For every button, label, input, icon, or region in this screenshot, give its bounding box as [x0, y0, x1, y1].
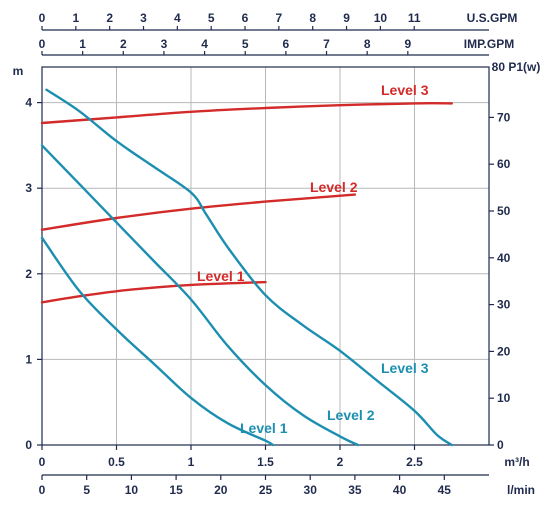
lmin-tick-label-7: 35	[348, 483, 362, 497]
power-curve-level-2	[40, 193, 357, 231]
power-curve-level-3	[40, 102, 453, 125]
impgpm-tick-label-0: 0	[39, 37, 46, 51]
impgpm-tick-label-4: 4	[201, 37, 208, 51]
power-level-3-label: Level 3	[381, 82, 429, 98]
power-tick-label-2: 20	[497, 344, 511, 358]
m3h-tick-label-1: 0.5	[108, 455, 125, 469]
lmin-tick-label-8: 40	[393, 483, 407, 497]
impgpm-tick-label-9: 9	[404, 37, 411, 51]
m3h-tick-label-2: 1	[188, 455, 195, 469]
m3h-tick-label-3: 1.5	[257, 455, 274, 469]
usgpm-tick-label-8: 8	[309, 11, 316, 25]
head-curve-level-3	[45, 88, 453, 447]
impgpm-tick-label-6: 6	[283, 37, 290, 51]
usgpm-tick-label-10: 10	[374, 11, 388, 25]
head-level-1-label: Level 1	[240, 420, 288, 436]
usgpm-tick-label-1: 1	[72, 11, 79, 25]
power-tick-label-7: 70	[497, 110, 511, 124]
grid-lines	[42, 67, 489, 445]
power-tick-label-0: 0	[497, 438, 504, 452]
power-level-2-label: Level 2	[310, 179, 358, 195]
head-curves	[40, 88, 453, 447]
lmin-tick-label-4: 20	[214, 483, 228, 497]
usgpm-tick-label-6: 6	[242, 11, 249, 25]
power-curve-level-1	[40, 280, 267, 304]
head-tick-label-0: 0	[25, 438, 32, 452]
x-axis-lmin-unit: l/min	[507, 483, 535, 497]
m3h-tick-label-4: 2	[337, 455, 344, 469]
head-curve-level-1	[40, 236, 275, 447]
usgpm-tick-label-11: 11	[408, 11, 421, 25]
m3h-tick-label-5: 2.5	[406, 455, 423, 469]
head-level-2-label: Level 2	[327, 407, 375, 423]
power-tick-label-5: 50	[497, 204, 511, 218]
lmin-tick-label-0: 0	[39, 483, 46, 497]
lmin-tick-label-2: 10	[125, 483, 139, 497]
power-tick-label-4: 40	[497, 251, 511, 265]
impgpm-tick-label-3: 3	[161, 37, 168, 51]
power-tick-label-3: 30	[497, 298, 511, 312]
x-axis-usgpm-ticks: 0 1 2 3 4 5 6 7 8 9 10 11	[39, 11, 421, 30]
power-level-1-label: Level 1	[197, 268, 245, 284]
power-curves	[40, 102, 453, 304]
lmin-tick-label-5: 25	[259, 483, 273, 497]
lmin-tick-label-1: 5	[83, 483, 90, 497]
x-axis-m3h-unit: m³/h	[504, 455, 529, 469]
x-axis-usgpm-unit: U.S.GPM	[467, 11, 518, 25]
usgpm-tick-label-2: 2	[106, 11, 113, 25]
y-axis-head-ticks: 0 1 2 3 4	[25, 96, 42, 452]
lmin-tick-label-9: 45	[438, 483, 452, 497]
power-tick-label-1: 10	[497, 391, 511, 405]
usgpm-tick-label-4: 4	[174, 11, 181, 25]
head-tick-label-1: 1	[25, 352, 32, 366]
x-axis-impgpm-unit: IMP.GPM	[464, 37, 514, 51]
y-axis-head-unit: m	[13, 64, 24, 78]
usgpm-tick-label-5: 5	[208, 11, 215, 25]
head-tick-label-4: 4	[25, 96, 32, 110]
usgpm-tick-label-7: 7	[276, 11, 283, 25]
y-axis-power-ticks: 0 10 20 30 40 50 60 70	[489, 110, 511, 452]
impgpm-tick-label-1: 1	[79, 37, 86, 51]
impgpm-tick-label-8: 8	[364, 37, 371, 51]
usgpm-tick-label-9: 9	[343, 11, 350, 25]
x-axis-lmin-ticks: 0 5 10 15 20 25 30 35 40 45	[39, 475, 452, 497]
usgpm-tick-label-0: 0	[39, 11, 46, 25]
head-tick-label-3: 3	[25, 181, 32, 195]
y-axis-power-unit: 80 P1(w)	[492, 60, 541, 74]
head-curve-level-2	[40, 144, 360, 447]
m3h-tick-label-0: 0	[39, 455, 46, 469]
impgpm-tick-label-2: 2	[120, 37, 127, 51]
x-axis-m3h-ticks: 0 0.5 1 1.5 2 2.5	[39, 445, 423, 469]
lmin-tick-label-6: 30	[304, 483, 318, 497]
head-tick-label-2: 2	[25, 267, 32, 281]
x-axis-impgpm-ticks: 0 1 2 3 4 5 6 7 8 9	[39, 37, 411, 55]
lmin-tick-label-3: 15	[169, 483, 183, 497]
impgpm-tick-label-5: 5	[242, 37, 249, 51]
head-level-3-label: Level 3	[381, 360, 429, 376]
usgpm-tick-label-3: 3	[140, 11, 147, 25]
power-tick-label-6: 60	[497, 157, 511, 171]
impgpm-tick-label-7: 7	[323, 37, 330, 51]
